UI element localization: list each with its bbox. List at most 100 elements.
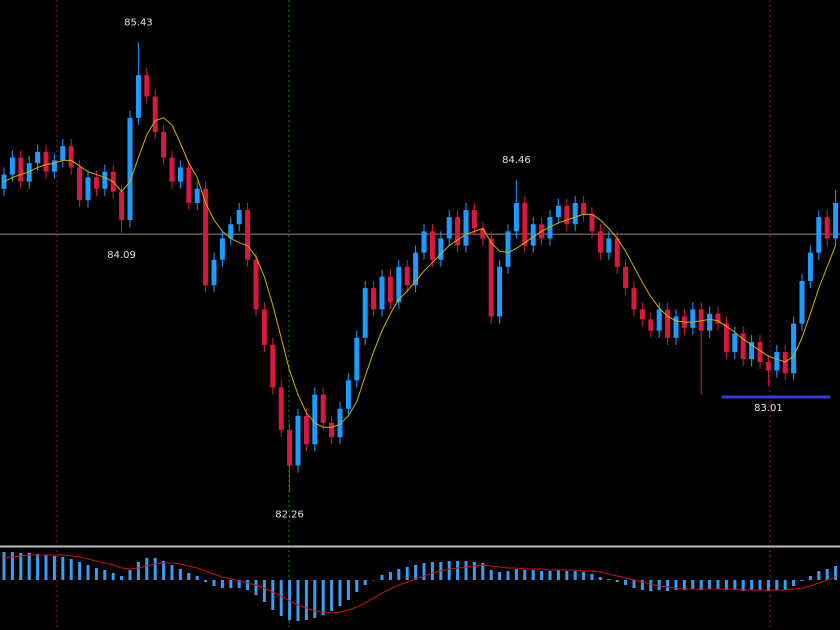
candle-body — [757, 342, 763, 362]
candle-body — [782, 351, 788, 374]
macd-bar — [464, 561, 468, 580]
candle-body — [329, 422, 335, 438]
macd-bar — [523, 570, 527, 580]
candle-body — [51, 160, 57, 172]
candle-body — [186, 167, 192, 203]
candle-body — [799, 281, 805, 324]
macd-bar — [94, 568, 98, 580]
macd-bar — [355, 580, 359, 592]
candle-body — [723, 323, 729, 352]
macd-bar — [27, 553, 31, 580]
macd-bar — [514, 569, 518, 580]
macd-bar — [61, 557, 65, 580]
macd-bar — [246, 580, 250, 590]
candle-body — [438, 238, 444, 260]
macd-bar — [220, 580, 224, 588]
macd-bar — [750, 580, 754, 590]
macd-bar — [447, 561, 451, 580]
candle-body — [85, 177, 91, 201]
macd-bar — [78, 562, 82, 580]
candle-body — [26, 163, 32, 182]
candle-body — [379, 276, 385, 310]
macd-bar — [69, 559, 73, 580]
candle-body — [463, 210, 469, 246]
macd-bar — [607, 579, 611, 580]
candle-body — [656, 309, 662, 331]
candle-body — [505, 231, 511, 267]
macd-bar — [691, 580, 695, 589]
macd-panel — [2, 552, 838, 621]
macd-bar — [733, 580, 737, 590]
macd-bar — [674, 580, 678, 590]
macd-bar — [229, 580, 233, 588]
candle-body — [371, 288, 377, 310]
candle-body — [68, 146, 74, 168]
candle-body — [673, 316, 679, 338]
candle-body — [211, 259, 217, 286]
macd-bar — [145, 558, 149, 580]
macd-bar — [195, 576, 199, 580]
candle-body — [102, 171, 108, 189]
candle-body — [665, 309, 671, 338]
macd-bar — [456, 561, 460, 580]
macd-bar — [120, 576, 124, 580]
candle-body — [312, 394, 318, 445]
macd-bar — [405, 567, 409, 580]
candle-body — [446, 217, 452, 239]
macd-bar — [10, 552, 14, 580]
macd-bar — [481, 563, 485, 580]
candle-body — [513, 202, 519, 232]
macd-bar — [52, 556, 56, 580]
candle-body — [555, 205, 561, 218]
candle-body — [833, 202, 839, 239]
candle-body — [606, 238, 612, 253]
macd-bar — [330, 580, 334, 611]
macd-bar — [741, 580, 745, 591]
candle-body — [93, 177, 99, 189]
macd-bar — [582, 572, 586, 580]
macd-bar — [363, 580, 367, 585]
candle-body — [270, 344, 276, 388]
price-annotation: 82.26 — [275, 509, 304, 520]
macd-bar — [397, 569, 401, 580]
macd-bar — [808, 576, 812, 580]
macd-bar — [565, 571, 569, 580]
candle-body — [455, 217, 461, 246]
candle-body — [303, 415, 309, 445]
candle-body — [791, 323, 797, 374]
candle-body — [421, 231, 427, 253]
macd-bar — [632, 580, 636, 588]
candle-body — [614, 238, 620, 267]
candle-body — [740, 333, 746, 360]
candle-body — [732, 333, 738, 352]
macd-bar — [708, 580, 712, 589]
macd-bar — [19, 553, 23, 580]
candle-body — [194, 188, 200, 203]
macd-bar — [321, 580, 325, 615]
candle-body — [127, 117, 133, 220]
candle-body — [631, 288, 637, 310]
macd-bar — [598, 577, 602, 580]
candle-body — [597, 231, 603, 253]
price-annotation: 83.01 — [754, 403, 783, 414]
macd-bar — [775, 580, 779, 590]
candle-body — [572, 202, 578, 225]
candle-body — [530, 224, 536, 246]
macd-bar — [590, 574, 594, 580]
macd-bar — [640, 580, 644, 590]
macd-bar — [430, 562, 434, 580]
macd-bar — [254, 580, 258, 595]
macd-bar — [556, 570, 560, 580]
macd-bar — [414, 565, 418, 580]
candle-body — [152, 96, 158, 132]
macd-bar — [44, 555, 48, 580]
macd-bar — [724, 580, 728, 590]
candle-body — [807, 252, 813, 282]
candle-body — [18, 157, 24, 182]
macd-bar — [36, 554, 40, 580]
candle-body — [480, 228, 486, 239]
candle-body — [119, 191, 125, 220]
macd-bar — [548, 571, 552, 580]
candle-body — [547, 217, 553, 239]
